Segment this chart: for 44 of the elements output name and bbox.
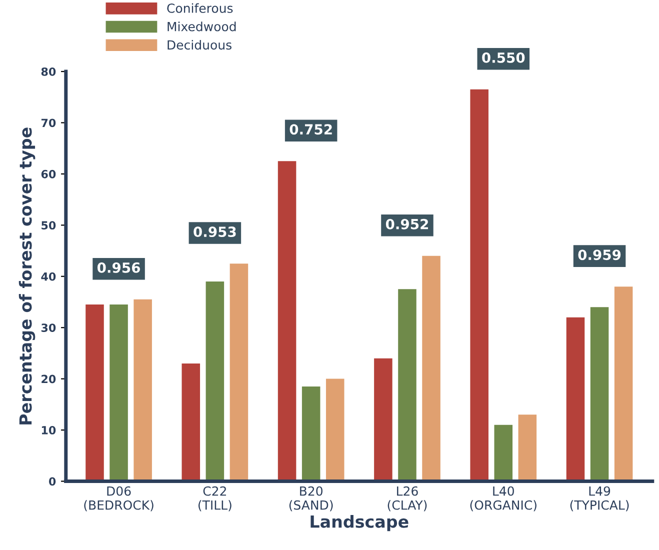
- y-tick-label: 20: [42, 374, 56, 384]
- legend-label: Mixedwood: [168, 22, 236, 32]
- bar: [494, 424, 513, 482]
- bar: [566, 317, 585, 482]
- bar: [230, 264, 248, 482]
- y-tick-label: 60: [41, 170, 56, 178]
- bar: [422, 256, 440, 482]
- x-tick-label: B20 (SAND): [289, 486, 333, 512]
- annotation: 0.953: [194, 226, 236, 238]
- bar: [614, 286, 633, 482]
- bar: [86, 304, 104, 482]
- legend-label: Deciduous: [168, 40, 232, 50]
- bar: [278, 161, 296, 482]
- x-tick-label: L26 (CLAY): [388, 486, 427, 512]
- bar: [134, 299, 152, 482]
- x-axis-title: Landscape: [310, 514, 408, 532]
- x-tick-label: C22 (TILL): [198, 486, 232, 512]
- y-tick-label: 80: [41, 67, 56, 76]
- bar: [326, 378, 344, 482]
- y-tick-label: 10: [42, 426, 56, 434]
- bar: [182, 363, 200, 482]
- annotation: 0.952: [386, 218, 428, 230]
- annotation: 0.752: [290, 124, 332, 135]
- text: 0.550: [482, 52, 525, 63]
- bar: [374, 358, 392, 482]
- bar: [302, 386, 320, 482]
- annotation: 0.956: [97, 262, 140, 273]
- y-tick-label: 50: [42, 221, 56, 230]
- x-tick-label: D06 (BEDROCK): [84, 486, 154, 512]
- y-tick-label: 70: [41, 118, 56, 128]
- y-tick-label: 0: [48, 477, 56, 486]
- legend-label: Coniferous: [167, 3, 233, 13]
- annotation: 0.959: [578, 250, 621, 260]
- bar: [470, 89, 488, 482]
- x-tick-label: L49 (TYPICAL): [570, 486, 629, 512]
- bar: [110, 304, 128, 482]
- y-tick-label: 30: [41, 324, 56, 332]
- bar: [590, 307, 609, 482]
- x-tick-label: L40 (ORGANIC): [470, 486, 536, 512]
- y-tick-label: 40: [41, 272, 56, 281]
- bar: [398, 289, 416, 482]
- bar: [206, 281, 224, 482]
- bar: [518, 414, 537, 482]
- y-axis-title: Percentage of forest cover type: [18, 128, 36, 424]
